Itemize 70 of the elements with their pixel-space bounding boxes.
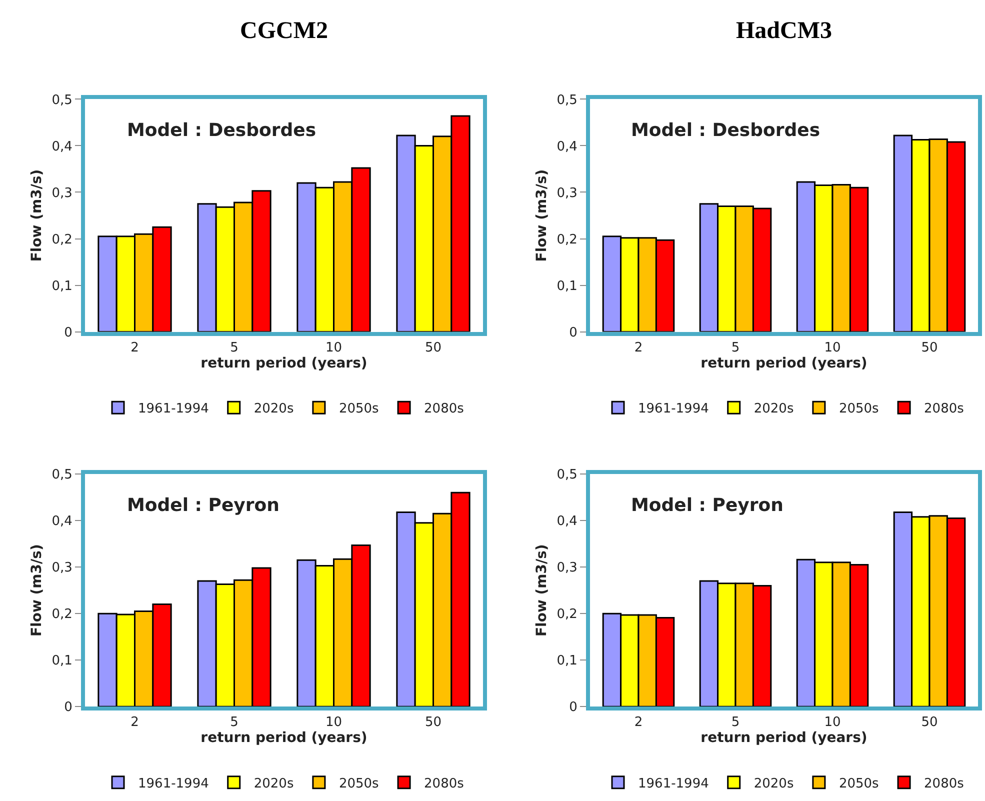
- legend-label: 1961-1994: [638, 402, 709, 417]
- x-tick-label: 2: [130, 340, 139, 356]
- legend-label: 2080s: [924, 402, 964, 417]
- y-axis-title: Flow (m3/s): [28, 544, 45, 637]
- y-tick-label: 0,1: [52, 654, 72, 669]
- x-tick-label: 10: [824, 340, 841, 356]
- annotation: Model : Peyron: [631, 495, 784, 516]
- legend-label: 2050s: [338, 776, 380, 792]
- legend-label: 2080s: [924, 776, 964, 792]
- y-tick-label: 0: [569, 325, 578, 340]
- y-tick-label: 0,2: [556, 607, 578, 622]
- legend-label: 2050s: [838, 402, 880, 417]
- x-tick-label: 10: [325, 715, 342, 730]
- y-tick-label: 0,2: [52, 607, 72, 622]
- y-axis-title: Flow (m3/s): [28, 169, 45, 262]
- y-tick-label: 0,1: [556, 654, 578, 669]
- x-axis-title: return period (years): [200, 730, 368, 746]
- annotation: Model : Peyron: [127, 495, 280, 516]
- x-tick-label: 5: [230, 340, 238, 356]
- x-tick-label: 50: [921, 715, 938, 730]
- annotation: Model : Desbordes: [631, 120, 820, 141]
- y-tick-label: 0,5: [556, 92, 578, 108]
- legend-label: 1961-1994: [638, 776, 709, 792]
- y-tick-label: 0: [569, 700, 578, 716]
- x-tick-label: 2: [634, 715, 643, 730]
- x-axis-title: return period (years): [700, 730, 868, 746]
- y-tick-label: 0,4: [556, 139, 578, 154]
- legend-label: 2020s: [754, 402, 794, 417]
- y-tick-label: 0: [64, 325, 72, 340]
- chart-title: CGCM2: [240, 18, 328, 44]
- x-tick-label: 10: [325, 340, 342, 356]
- y-axis-title: Flow (m3/s): [534, 544, 550, 637]
- y-tick-label: 0,3: [556, 186, 578, 201]
- y-tick-label: 0,5: [52, 468, 72, 483]
- y-tick-label: 0,4: [52, 514, 72, 530]
- annotation: Model : Desbordes: [127, 120, 316, 141]
- legend-label: 1961-1994: [138, 402, 209, 417]
- y-tick-label: 0,4: [556, 514, 578, 530]
- legend-label: 2020s: [254, 776, 294, 792]
- legend-label: 2080s: [424, 402, 464, 417]
- y-tick-label: 0,5: [556, 468, 578, 483]
- x-tick-label: 5: [731, 715, 740, 730]
- y-tick-label: 0,3: [556, 560, 578, 576]
- y-tick-label: 0,3: [52, 186, 72, 201]
- x-tick-label: 2: [130, 715, 139, 730]
- legend-label: 2050s: [338, 402, 380, 417]
- x-tick-label: 2: [634, 340, 643, 356]
- x-tick-label: 50: [424, 340, 442, 356]
- y-tick-label: 0,1: [556, 278, 578, 294]
- x-tick-label: 5: [731, 340, 740, 356]
- legend-label: 1961-1994: [138, 776, 209, 792]
- y-tick-label: 0,4: [52, 139, 72, 154]
- x-axis-title: return period (years): [700, 355, 868, 372]
- y-tick-label: 0: [64, 700, 72, 716]
- x-axis-title: return period (years): [200, 355, 368, 372]
- legend-label: 2080s: [424, 776, 464, 792]
- legend-label: 2020s: [754, 776, 794, 792]
- y-axis-title: Flow (m3/s): [534, 169, 550, 262]
- x-tick-label: 50: [921, 340, 938, 356]
- x-tick-label: 50: [424, 715, 442, 730]
- y-tick-label: 0,2: [556, 232, 578, 248]
- legend-label: 2020s: [254, 402, 294, 417]
- chart-title: HadCM3: [736, 18, 832, 44]
- x-tick-label: 10: [824, 715, 841, 730]
- y-tick-label: 0,1: [52, 278, 72, 294]
- legend-label: 2050s: [838, 776, 880, 792]
- x-tick-label: 5: [230, 715, 238, 730]
- y-tick-label: 0,5: [52, 92, 72, 108]
- y-tick-label: 0,2: [52, 232, 72, 248]
- y-tick-label: 0,3: [52, 560, 72, 576]
